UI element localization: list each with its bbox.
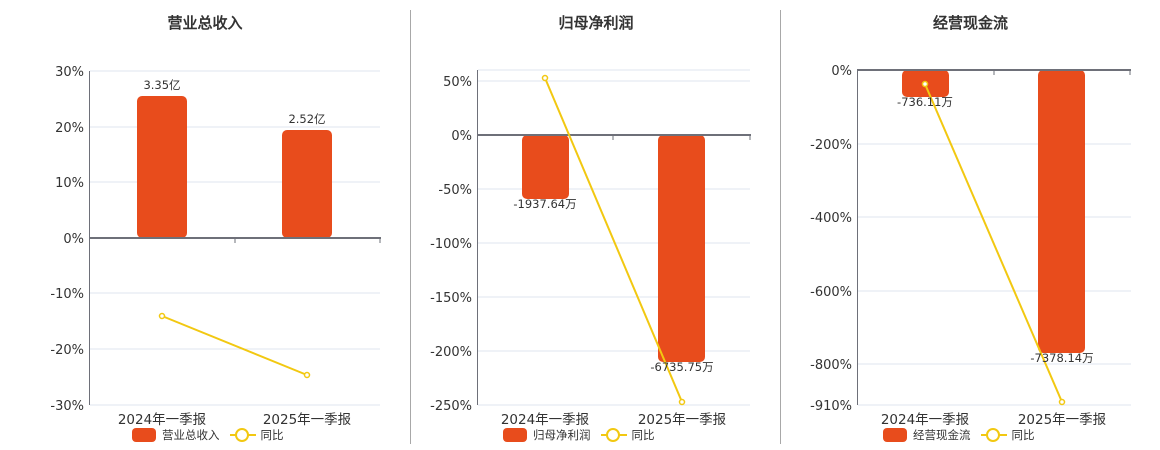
gridlines: [858, 143, 1131, 406]
svg-text:-910%: -910%: [810, 399, 852, 414]
panel-divider: [780, 10, 781, 444]
bar-2024: [522, 135, 569, 199]
bar-value-label: -7378.14万: [1030, 351, 1093, 365]
svg-text:-30%: -30%: [50, 399, 84, 414]
chart-panel-operating-cash-flow: 经营现金流 0% -200% -400% -600% -800% -910% -…: [781, 0, 1160, 450]
y-tick-labels: 0% -200% -400% -600% -800% -910%: [810, 64, 852, 414]
legend-line-label[interactable]: 同比: [1011, 428, 1035, 442]
svg-text:-150%: -150%: [430, 291, 472, 306]
bar-2025: [658, 135, 705, 362]
svg-text:0%: 0%: [451, 129, 472, 144]
svg-text:-20%: -20%: [50, 343, 84, 358]
bar-2025: [282, 130, 332, 238]
legend-line-label[interactable]: 同比: [631, 428, 655, 442]
yoy-point: [303, 371, 311, 379]
yoy-point: [921, 80, 929, 88]
svg-text:10%: 10%: [55, 176, 84, 191]
chart-panel-revenue: 营业总收入 30% 20% 10% 0% -10% -20% -30% 3.3: [0, 0, 410, 450]
yoy-point: [1058, 398, 1066, 406]
legend-bar-label[interactable]: 营业总收入: [162, 428, 220, 442]
legend-bar-swatch[interactable]: [503, 428, 527, 442]
chart-plot: 0% -200% -400% -600% -800% -910% -736.11…: [810, 64, 1131, 428]
chart-title: 归母净利润: [558, 14, 634, 32]
svg-text:-800%: -800%: [810, 358, 852, 373]
legend: 营业总收入 同比: [132, 427, 284, 443]
yoy-line: [544, 77, 683, 403]
x-tick-label: 2024年一季报: [881, 412, 969, 428]
y-tick-labels: 30% 20% 10% 0% -10% -20% -30%: [50, 65, 84, 414]
gridlines: [478, 69, 750, 406]
yoy-point: [678, 398, 686, 406]
svg-text:-50%: -50%: [438, 183, 472, 198]
x-tick-label: 2025年一季报: [1018, 412, 1106, 428]
svg-text:0%: 0%: [831, 64, 852, 79]
yoy-line: [161, 315, 308, 376]
svg-text:-600%: -600%: [810, 285, 852, 300]
chart-plot: 30% 20% 10% 0% -10% -20% -30% 3.35亿 2.52…: [50, 65, 381, 428]
svg-text:-400%: -400%: [810, 211, 852, 226]
bar-value-label: -6735.75万: [650, 360, 713, 374]
svg-text:-10%: -10%: [50, 287, 84, 302]
bar-2024: [137, 96, 187, 238]
x-tick-label: 2025年一季报: [638, 412, 726, 428]
panel-divider: [410, 10, 411, 444]
chart-title: 营业总收入: [167, 14, 243, 32]
legend-bar-swatch[interactable]: [883, 428, 907, 442]
svg-text:20%: 20%: [55, 121, 84, 136]
x-tick-label: 2024年一季报: [118, 412, 206, 428]
legend-line-icon[interactable]: [229, 428, 256, 442]
bar-value-label: -736.11万: [897, 95, 953, 109]
chart-panel-net-profit: 归母净利润 50% 0% -50% -100% -150% -200% -250…: [411, 0, 781, 450]
svg-text:-200%: -200%: [810, 138, 852, 153]
svg-text:-250%: -250%: [430, 399, 472, 414]
yoy-point: [541, 74, 549, 82]
svg-text:0%: 0%: [63, 232, 84, 247]
legend: 归母净利润 同比: [503, 427, 655, 443]
legend-line-icon[interactable]: [600, 428, 627, 442]
chart-plot: 50% 0% -50% -100% -150% -200% -250% -193…: [430, 69, 751, 428]
svg-text:50%: 50%: [443, 75, 472, 90]
x-tick-label: 2025年一季报: [263, 412, 351, 428]
x-tick-label: 2024年一季报: [501, 412, 589, 428]
chart-title: 经营现金流: [932, 14, 1008, 32]
bar-value-label: 2.52亿: [288, 112, 325, 126]
legend-line-icon[interactable]: [980, 428, 1007, 442]
svg-text:-200%: -200%: [430, 345, 472, 360]
y-tick-labels: 50% 0% -50% -100% -150% -200% -250%: [430, 75, 472, 414]
legend-line-label[interactable]: 同比: [260, 428, 284, 442]
yoy-point: [158, 312, 166, 320]
legend-bar-swatch[interactable]: [132, 428, 156, 442]
legend: 经营现金流 同比: [883, 427, 1035, 443]
legend-bar-label[interactable]: 归母净利润: [533, 428, 591, 442]
svg-text:-100%: -100%: [430, 237, 472, 252]
bar-value-label: -1937.64万: [513, 197, 576, 211]
bar-2025: [1038, 70, 1085, 353]
bar-value-label: 3.35亿: [143, 78, 180, 92]
svg-text:30%: 30%: [55, 65, 84, 80]
legend-bar-label[interactable]: 经营现金流: [913, 428, 971, 442]
yoy-line: [924, 83, 1063, 403]
